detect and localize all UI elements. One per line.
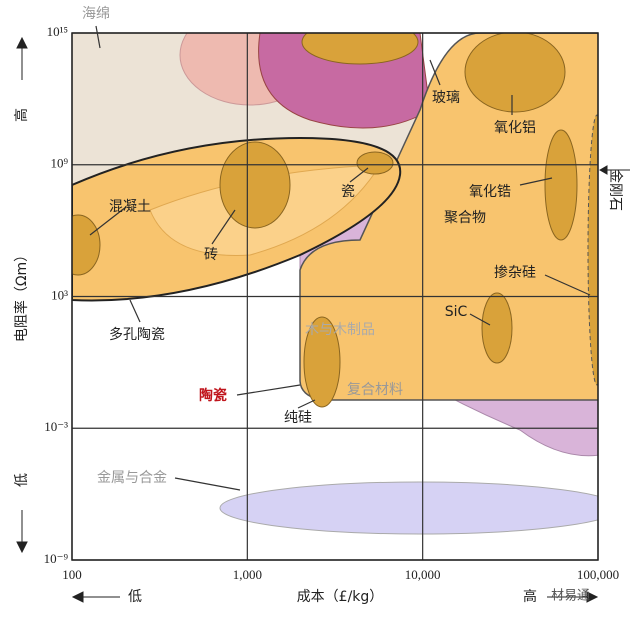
region-label: 玻璃 <box>432 89 460 106</box>
leader <box>429 59 441 86</box>
region-label: 金属与合金 <box>97 470 167 486</box>
leader <box>129 299 141 323</box>
region-label: 复合材料 <box>347 381 403 398</box>
leader <box>544 274 591 296</box>
y-axis-label: 电阻率（Ωm） <box>13 248 30 342</box>
x-tick-label: 100 <box>62 567 82 582</box>
plot-frame <box>71 32 599 561</box>
brick <box>219 141 291 229</box>
y-tick-label: 10¹⁵ <box>47 24 68 39</box>
watermark: 材易通 <box>551 589 590 604</box>
region-label: 混凝土 <box>109 199 151 215</box>
region-label: 纯硅 <box>284 410 312 426</box>
x-tick-label: 100,000 <box>577 567 619 582</box>
leaders <box>16 25 630 603</box>
x-low: 低 <box>128 589 142 605</box>
leader <box>297 399 316 409</box>
axis-arrow <box>16 36 28 80</box>
x-tick-label: 1,000 <box>233 567 262 582</box>
region-label: 掺杂硅 <box>494 264 536 281</box>
region-label: 瓷 <box>341 184 355 200</box>
leader <box>95 25 101 49</box>
axis-arrow <box>71 591 120 603</box>
y-tick-label: 10⁹ <box>50 156 68 171</box>
y-tick-label: 10⁻³ <box>44 419 68 434</box>
leader <box>211 209 236 245</box>
zirconia <box>544 129 578 241</box>
region-label: SiC <box>445 304 468 320</box>
region-label: 多孔陶瓷 <box>109 326 165 343</box>
region-label: 金刚石 <box>607 169 623 211</box>
y-high: 高 <box>13 108 30 122</box>
leader <box>89 206 127 236</box>
region-label: 海绵 <box>82 5 110 22</box>
region-label: 聚合物 <box>444 210 486 226</box>
leader <box>174 477 241 491</box>
pure-silicon <box>303 316 341 408</box>
y-tick-label: 10³ <box>51 287 68 302</box>
leader <box>349 167 369 183</box>
y-low: 低 <box>14 473 30 487</box>
axis-arrow <box>547 591 599 603</box>
ceramic-region <box>299 33 598 401</box>
leader <box>519 177 553 186</box>
leader <box>469 313 491 326</box>
diamond <box>587 114 598 386</box>
material-regions <box>72 33 598 535</box>
region-label: 氧化铝 <box>494 120 536 136</box>
axis-arrow <box>16 510 28 554</box>
region-label: 砖 <box>204 247 218 263</box>
concrete <box>72 214 101 276</box>
alumina <box>464 33 566 113</box>
region-label: 木与木制品 <box>305 322 375 338</box>
region-label: 陶瓷 <box>199 387 227 404</box>
leader <box>598 165 630 175</box>
x-axis-label: 成本（£/kg） <box>297 589 384 605</box>
porcelain <box>356 151 394 175</box>
sic <box>481 292 513 364</box>
x-tick-label: 10,000 <box>405 567 441 582</box>
x-high: 高 <box>523 588 537 605</box>
metals <box>219 481 598 535</box>
region-label: 氧化锆 <box>469 184 511 200</box>
y-tick-label: 10⁻⁹ <box>44 551 69 566</box>
leader <box>236 384 301 396</box>
glass <box>301 33 419 65</box>
